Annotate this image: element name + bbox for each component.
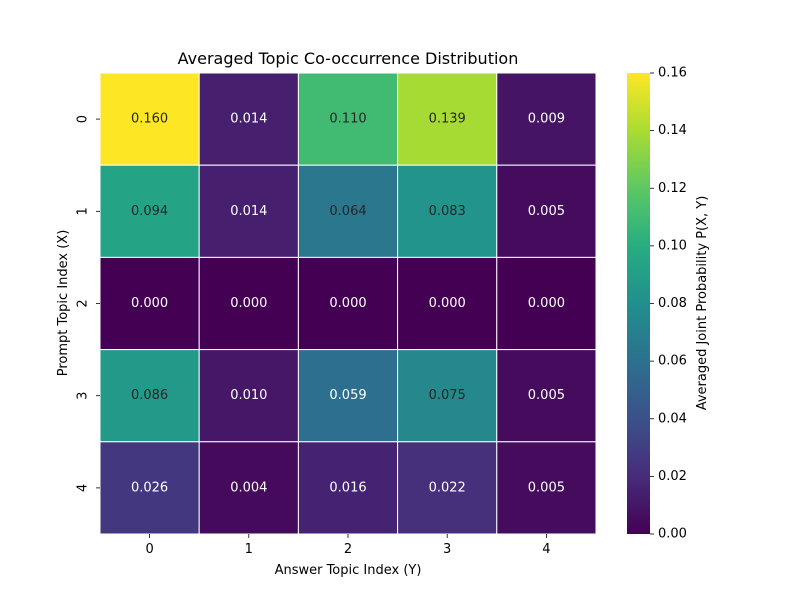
heatmap-cell (397, 72, 498, 166)
x-tick-label: 0 (145, 542, 153, 557)
cell-value-label: 0.083 (429, 204, 466, 219)
heatmap-cell (198, 441, 299, 535)
heatmap-cell (297, 441, 399, 535)
colorbar-tick-label: 0.04 (658, 411, 687, 426)
heatmap-cell (397, 349, 498, 443)
y-tick-label: 0 (76, 115, 91, 123)
colorbar-gradient (627, 73, 650, 534)
x-axis-label: Answer Topic Index (Y) (275, 563, 422, 578)
y-tick-label: 3 (76, 392, 91, 400)
cell-value-label: 0.000 (329, 296, 366, 311)
heatmap-cell (297, 72, 399, 166)
colorbar-label: Averaged Joint Probability P(X, Y) (695, 196, 710, 411)
heatmap-cell (496, 72, 597, 166)
y-axis-ticks: 0 1 2 3 4 (76, 115, 100, 492)
cell-value-label: 0.005 (528, 388, 565, 403)
heatmap-cell (99, 441, 200, 535)
cell-value-label: 0.005 (528, 480, 565, 495)
cell-value-label: 0.005 (528, 204, 565, 219)
cell-value-label: 0.059 (329, 388, 366, 403)
cell-value-label: 0.000 (528, 296, 565, 311)
heatmap-cell (297, 349, 399, 443)
colorbar-tick-label: 0.14 (658, 123, 687, 138)
y-tick-label: 4 (76, 484, 91, 492)
cell-value-label: 0.064 (329, 204, 366, 219)
heatmap-cell (198, 256, 299, 351)
cell-value-label: 0.010 (230, 388, 267, 403)
cell-value-label: 0.094 (131, 204, 168, 219)
cell-value-label: 0.000 (131, 296, 168, 311)
heatmap-cell (297, 256, 399, 351)
colorbar-tick-label: 0.00 (658, 527, 687, 542)
colorbar-tick-label: 0.12 (658, 181, 687, 196)
cell-value-label: 0.139 (429, 112, 466, 127)
colorbar-tick-label: 0.06 (658, 354, 687, 369)
cell-value-label: 0.004 (230, 480, 267, 495)
chart-title: Averaged Topic Co-occurrence Distributio… (178, 49, 519, 68)
cell-value-label: 0.026 (131, 480, 168, 495)
heatmap-cell (397, 256, 498, 351)
heatmap-cell (496, 164, 597, 258)
cell-value-label: 0.000 (230, 296, 267, 311)
colorbar-tick-label: 0.02 (658, 469, 687, 484)
cell-value-label: 0.086 (131, 388, 168, 403)
heatmap-cell (99, 164, 200, 258)
colorbar-tick-label: 0.16 (658, 66, 687, 81)
y-tick-label: 2 (76, 299, 91, 307)
y-axis-label: Prompt Topic Index (X) (56, 230, 71, 377)
heatmap-cell (99, 72, 200, 166)
x-tick-label: 3 (443, 542, 451, 557)
cell-value-label: 0.022 (429, 480, 466, 495)
heatmap-cells: 0.160 0.014 0.110 0.139 0.009 0.094 0.014 0.064… (99, 72, 597, 535)
colorbar: 0.00 0.02 0.04 0.06 0.08 0.10 0.12 0.14 0.16 Ave… (627, 66, 710, 542)
x-tick-label: 4 (542, 542, 550, 557)
cell-value-label: 0.014 (230, 112, 267, 127)
cell-value-label: 0.000 (429, 296, 466, 311)
heatmap-cell (496, 256, 597, 351)
heatmap-cell (297, 164, 399, 258)
cell-value-label: 0.016 (329, 480, 366, 495)
heatmap-cell (198, 349, 299, 443)
x-tick-label: 1 (245, 542, 253, 557)
cell-value-label: 0.014 (230, 204, 267, 219)
x-tick-label: 2 (344, 542, 352, 557)
heatmap-cell (198, 72, 299, 166)
y-tick-label: 1 (76, 207, 91, 215)
x-axis-ticks: 0 1 2 3 4 (145, 534, 551, 557)
colorbar-tick-label: 0.10 (658, 238, 687, 253)
cell-value-label: 0.075 (429, 388, 466, 403)
cell-value-label: 0.009 (528, 112, 565, 127)
heatmap-cell (496, 441, 597, 535)
cell-value-label: 0.110 (329, 112, 366, 127)
colorbar-ticks: 0.00 0.02 0.04 0.06 0.08 0.10 0.12 0.14 0.16 (650, 66, 687, 542)
colorbar-tick-label: 0.08 (658, 296, 687, 311)
cell-value-label: 0.160 (131, 112, 168, 127)
heatmap-cell (496, 349, 597, 443)
